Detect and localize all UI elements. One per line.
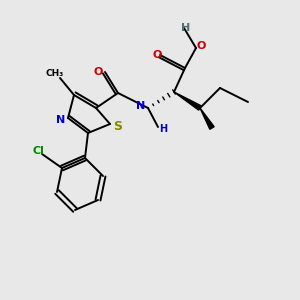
Text: O: O — [152, 50, 162, 60]
Polygon shape — [174, 92, 201, 110]
Polygon shape — [200, 108, 214, 129]
Text: Cl: Cl — [32, 146, 44, 156]
Text: O: O — [93, 67, 103, 77]
Text: S: S — [113, 121, 122, 134]
Text: N: N — [136, 101, 146, 111]
Text: O: O — [196, 41, 206, 51]
Text: CH₃: CH₃ — [46, 68, 64, 77]
Text: H: H — [159, 124, 167, 134]
Text: H: H — [182, 23, 190, 33]
Text: N: N — [56, 115, 66, 125]
